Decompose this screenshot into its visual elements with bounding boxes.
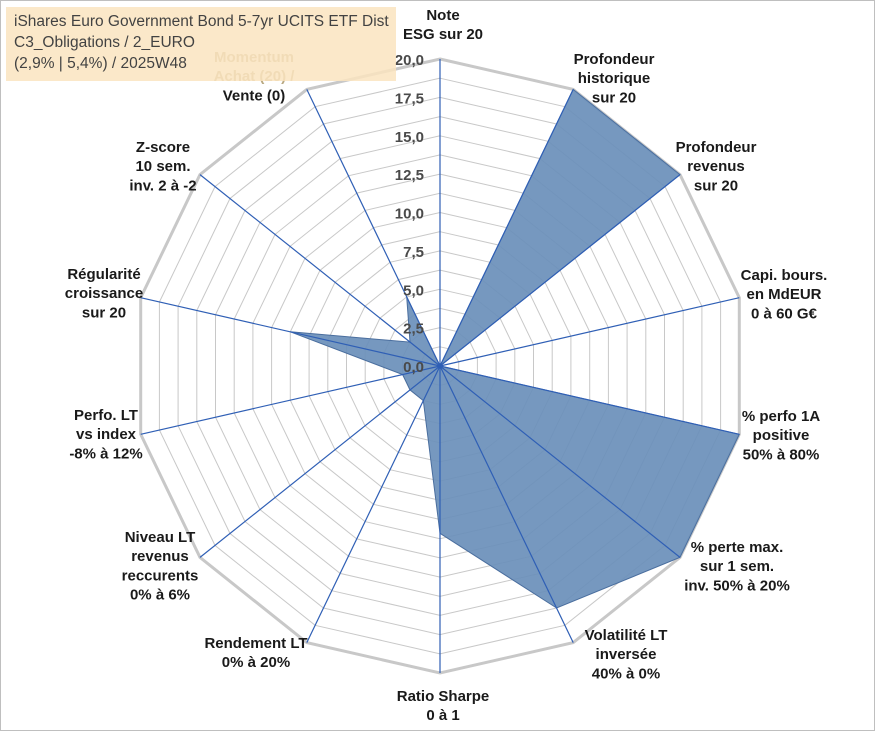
axis-label-line: sur 20 bbox=[592, 89, 636, 106]
axis-label-line: 0 à 60 G€ bbox=[751, 305, 818, 322]
chart-title-line-2: C3_Obligations / 2_EURO bbox=[14, 34, 195, 51]
axis-labels: Note ESG sur 20 Profondeur historique sur 20… bbox=[65, 7, 828, 724]
tick-label: 5,0 bbox=[403, 282, 424, 299]
chart-title-box: iShares Euro Government Bond 5-7yr UCITS… bbox=[6, 7, 396, 81]
axis-label-line: historique bbox=[578, 70, 651, 87]
chart-title-line-3: (2,9% | 5,4%) / 2025W48 bbox=[14, 55, 187, 72]
axis-label-line: Perfo. LT bbox=[74, 407, 138, 424]
axis-label-line: Rendement LT bbox=[204, 635, 307, 652]
axis-label-line: 0% à 20% bbox=[222, 654, 290, 671]
axis-label-line: Vente (0) bbox=[223, 87, 286, 104]
axis-spoke bbox=[199, 365, 441, 558]
axis-label-line: 50% à 80% bbox=[743, 446, 820, 463]
axis-spoke bbox=[439, 297, 740, 367]
tick-label: 0,0 bbox=[403, 359, 424, 376]
axis-label-line: Niveau LT bbox=[125, 529, 196, 546]
axis-label-line: % perfo 1A bbox=[742, 408, 821, 425]
axis-label-line: positive bbox=[753, 427, 810, 444]
axis-label-line: vs index bbox=[76, 426, 137, 443]
axis-label-line: Z-score bbox=[136, 139, 190, 156]
axis-label-line: -8% à 12% bbox=[69, 445, 142, 462]
axis-label-line: Capi. bours. bbox=[741, 267, 828, 284]
axis-label-line: sur 20 bbox=[694, 177, 738, 194]
axis-label-line: inversée bbox=[596, 646, 657, 663]
axis-spoke bbox=[439, 174, 681, 367]
tick-label: 15,0 bbox=[395, 129, 424, 146]
tick-label: 20,0 bbox=[395, 52, 424, 69]
axis-label-line: % perte max. bbox=[691, 539, 784, 556]
axis-spoke bbox=[199, 174, 441, 367]
axis-label-line: revenus bbox=[687, 158, 745, 175]
axis-label-line: revenus bbox=[131, 548, 189, 565]
axis-label-line: inv. 2 à -2 bbox=[129, 177, 196, 194]
tick-label: 10,0 bbox=[395, 206, 424, 223]
axis-label-line: Profondeur bbox=[676, 139, 757, 156]
axis-label-line: Régularité bbox=[67, 266, 140, 283]
axis-label-line: croissance bbox=[65, 285, 143, 302]
axis-label-line: en MdEUR bbox=[747, 286, 822, 303]
axis-label-line: sur 20 bbox=[82, 304, 126, 321]
axis-spoke bbox=[439, 365, 574, 643]
axis-label-line: inv. 50% à 20% bbox=[684, 577, 790, 594]
axis-label-line: ESG sur 20 bbox=[403, 26, 483, 43]
axis-label-line: Ratio Sharpe bbox=[397, 688, 490, 705]
axis-label-line: sur 1 sem. bbox=[700, 558, 774, 575]
tick-label: 17,5 bbox=[395, 90, 424, 107]
axis-label-line: 0 à 1 bbox=[426, 707, 459, 724]
axis-spoke bbox=[306, 89, 441, 367]
axis-label-line: reccurents bbox=[122, 567, 199, 584]
chart-title-line-1: iShares Euro Government Bond 5-7yr UCITS… bbox=[14, 13, 389, 30]
axis-label-line: Volatilité LT bbox=[585, 627, 668, 644]
axis-label-line: Profondeur bbox=[574, 51, 655, 68]
axis-spoke bbox=[439, 89, 574, 367]
axis-spoke bbox=[140, 365, 441, 435]
axis-spoke bbox=[439, 365, 740, 435]
spokes bbox=[140, 59, 740, 673]
tick-label: 2,5 bbox=[403, 321, 424, 338]
axis-label-line: 40% à 0% bbox=[592, 665, 660, 682]
tick-label: 7,5 bbox=[403, 244, 424, 261]
axis-spoke bbox=[439, 365, 681, 558]
axis-spoke bbox=[306, 365, 441, 643]
axis-label-line: 10 sem. bbox=[135, 158, 190, 175]
axis-label-line: 0% à 6% bbox=[130, 587, 190, 604]
tick-label: 12,5 bbox=[395, 167, 424, 184]
axis-label-line: Note bbox=[426, 7, 459, 24]
radial-tick-labels: 0,0 2,5 5,0 7,5 10,0 12,5 15,0 17,5 20,0 bbox=[395, 52, 424, 376]
axis-spoke bbox=[140, 297, 441, 367]
